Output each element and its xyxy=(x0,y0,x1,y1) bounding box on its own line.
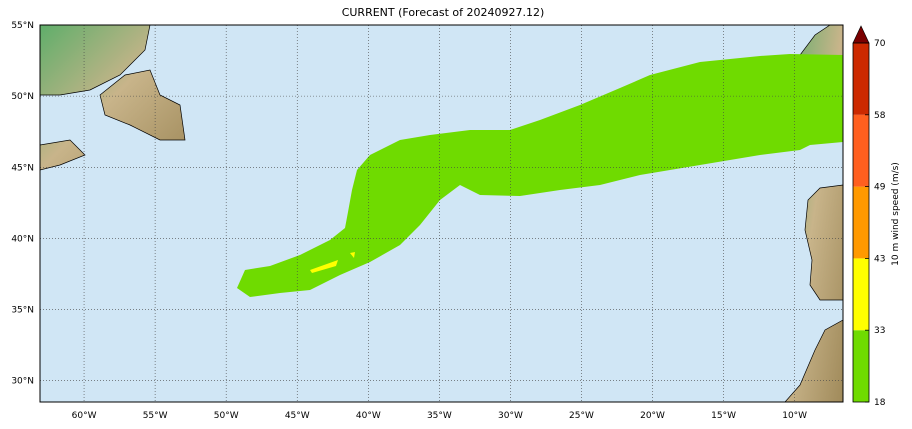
colorbar-tick-label: 49 xyxy=(874,183,886,193)
lat-tick-label: 55°N xyxy=(11,21,34,31)
lon-tick-label: 30°W xyxy=(498,411,523,421)
colorbar-segment xyxy=(853,43,869,115)
lon-tick-label: 55°W xyxy=(143,411,168,421)
colorbar-segment xyxy=(853,330,869,402)
lat-tick-label: 40°N xyxy=(11,234,34,244)
colorbar-tick-label: 18 xyxy=(874,398,886,408)
colorbar-segment xyxy=(853,114,869,187)
colorbar-tick-label: 58 xyxy=(874,111,886,121)
lon-tick-label: 25°W xyxy=(569,411,594,421)
lat-tick-label: 30°N xyxy=(11,377,34,387)
colorbar-tick-label: 33 xyxy=(874,326,885,336)
map-axes: 60°W 55°W 50°W 45°W 40°W 35°W 30°W 25°W 20°W 15°W… xyxy=(11,21,807,421)
wind-area-33-43 xyxy=(310,252,355,273)
lon-tick-label: 20°W xyxy=(640,411,665,421)
colorbar: 18 33 43 49 58 70 xyxy=(852,25,886,408)
lat-tick-label: 35°N xyxy=(11,306,34,316)
lat-tick-label: 50°N xyxy=(11,92,34,102)
lon-tick-label: 15°W xyxy=(711,411,736,421)
colorbar-frame xyxy=(852,42,870,403)
map-title: CURRENT (Forecast of 20240927.12) xyxy=(341,6,545,19)
colorbar-segment xyxy=(853,258,869,331)
colorbar-tick-label: 43 xyxy=(874,254,885,264)
colorbar-segment xyxy=(853,186,869,259)
land-newfoundland xyxy=(40,25,186,171)
colorbar-tick-label: 70 xyxy=(874,39,886,49)
lon-tick-label: 50°W xyxy=(214,411,239,421)
colorbar-extend-arrow xyxy=(852,25,870,44)
wind-area-18-33 xyxy=(237,54,843,297)
map-frame xyxy=(39,24,844,403)
lon-tick-label: 60°W xyxy=(72,411,97,421)
lon-tick-label: 45°W xyxy=(285,411,310,421)
graticule xyxy=(40,25,843,402)
lon-tick-label: 40°W xyxy=(356,411,381,421)
lon-tick-label: 35°W xyxy=(427,411,452,421)
lat-tick-label: 45°N xyxy=(11,163,34,173)
colorbar-label: 10 m wind speed (m/s) xyxy=(891,162,901,266)
lon-tick-label: 10°W xyxy=(782,411,807,421)
